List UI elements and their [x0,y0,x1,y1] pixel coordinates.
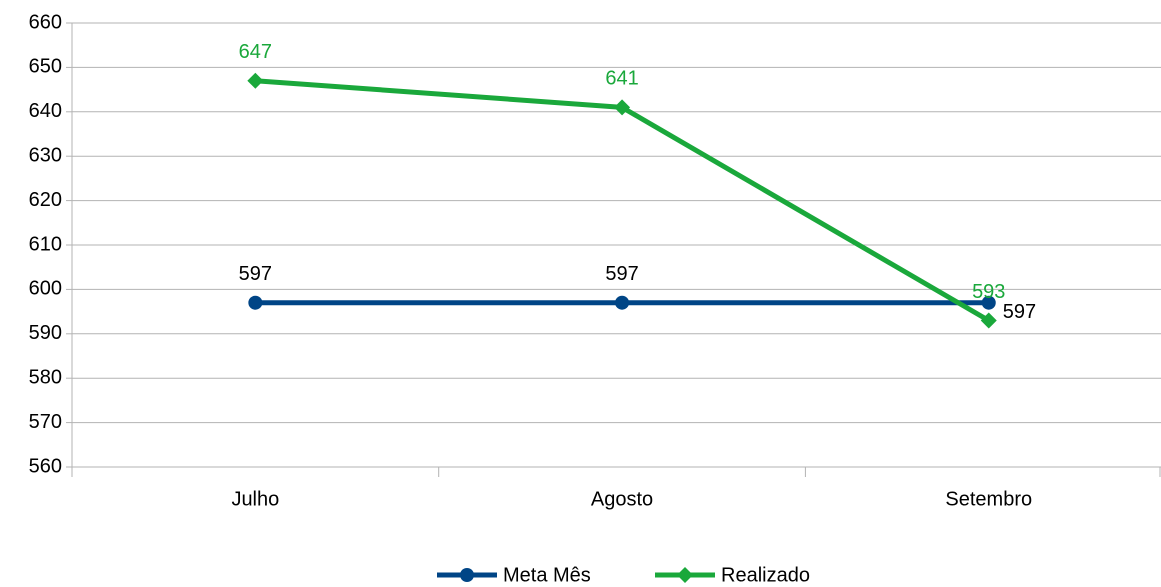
y-tick-label: 630 [29,144,62,166]
y-tick-label: 600 [29,278,62,300]
legend-label: Meta Mês [503,564,591,586]
legend-label: Realizado [721,564,810,586]
marker [247,72,264,89]
marker [981,295,996,310]
y-tick-label: 580 [29,366,62,388]
y-tick-label: 620 [29,189,62,211]
data-label: 597 [239,263,272,285]
marker [614,99,631,116]
x-tick-label: Julho [231,488,279,510]
y-tick-label: 640 [29,100,62,122]
legend-marker [677,567,693,583]
x-tick-label: Agosto [591,488,653,510]
data-label: 597 [1003,301,1036,323]
y-tick-label: 570 [29,411,62,433]
x-tick-label: Setembro [945,488,1032,510]
y-tick-label: 650 [29,56,62,78]
data-label: 593 [972,281,1005,303]
legend-marker [460,568,474,582]
legend: Meta Mês Realizado [437,564,810,586]
y-tick-label: 560 [29,455,62,477]
y-tick-label: 660 [29,11,62,33]
y-tick-label: 590 [29,322,62,344]
marker [248,295,263,310]
marker [980,312,997,329]
data-label: 597 [605,263,638,285]
marker [615,295,630,310]
data-label: 641 [605,68,638,90]
data-label: 647 [239,41,272,63]
y-tick-label: 610 [29,233,62,255]
